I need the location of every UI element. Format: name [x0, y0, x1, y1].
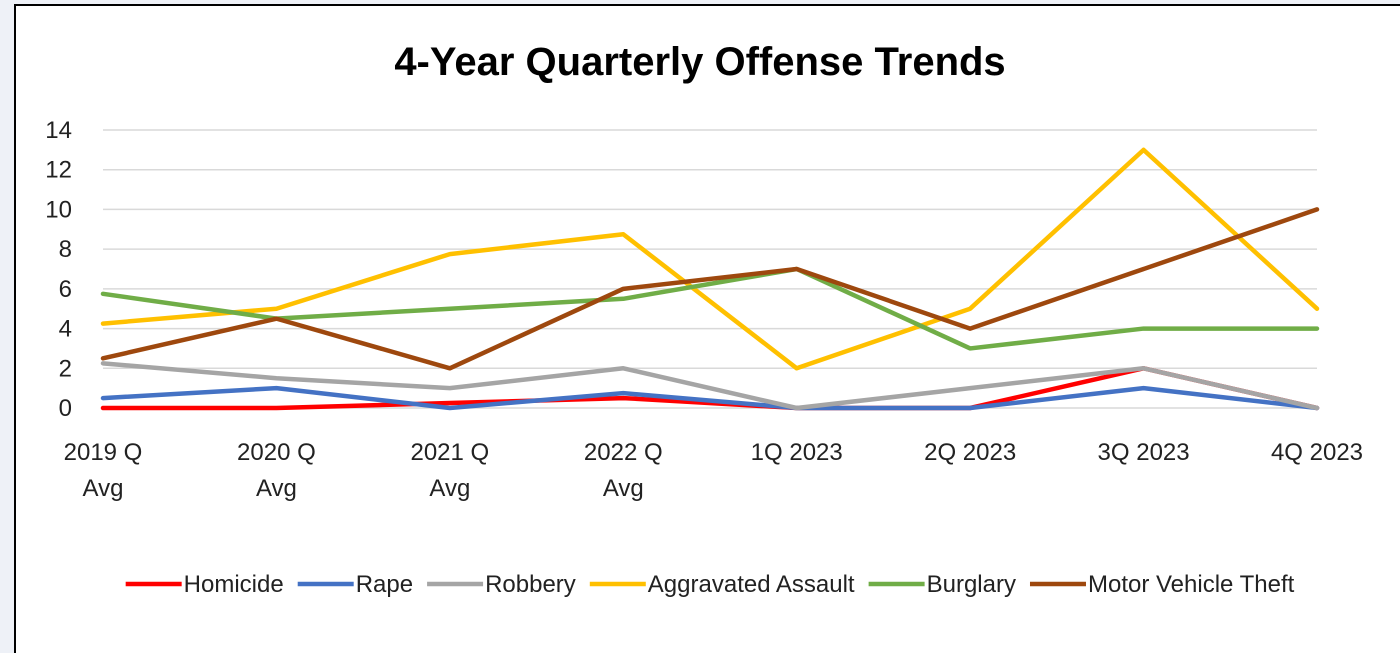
series-line-robbery	[100, 361, 1320, 411]
y-tick-label: 2	[59, 355, 72, 382]
legend-label: Rape	[356, 571, 413, 598]
x-tick-label: 2019 Q Avg	[64, 439, 143, 502]
y-tick-label: 14	[45, 117, 72, 144]
legend-label: Aggravated Assault	[648, 571, 855, 598]
chart-title: 4-Year Quarterly Offense Trends	[394, 40, 1006, 84]
x-tick-label: 2020 Q Avg	[237, 439, 316, 502]
series-line-motor-vehicle-theft	[100, 207, 1320, 371]
gridlines	[103, 129, 1317, 409]
legend-label: Burglary	[927, 571, 1016, 598]
x-tick-label: 4Q 2023	[1271, 439, 1363, 466]
series-line-aggravated-assault	[100, 147, 1320, 371]
legend-label: Homicide	[184, 571, 284, 598]
legend-label: Robbery	[485, 571, 576, 598]
series-lines	[100, 147, 1320, 411]
y-tick-label: 6	[59, 276, 72, 303]
x-tick-label: 2Q 2023	[924, 439, 1016, 466]
x-axis: 2019 Q Avg 2020 Q Avg 2021 Q Avg 2022 Q Avg 1Q 2…	[64, 439, 1363, 502]
y-tick-label: 10	[45, 196, 72, 223]
series-line-rape	[100, 385, 1320, 411]
x-tick-label: 1Q 2023	[751, 439, 843, 466]
legend: Homicide Rape Robbery Aggravated Assault Bur…	[125, 571, 1295, 598]
series-line-homicide	[100, 366, 1320, 411]
series-line-burglary	[100, 266, 1320, 351]
x-tick-label: 3Q 2023	[1098, 439, 1190, 466]
y-tick-label: 12	[45, 157, 72, 184]
x-tick-label: 2021 Q Avg	[410, 439, 489, 502]
y-tick-label: 8	[59, 236, 72, 263]
y-tick-label: 4	[59, 316, 72, 343]
y-axis: 0 2 4 6 8 10 12 14	[45, 117, 72, 422]
legend-label: Motor Vehicle Theft	[1088, 571, 1295, 598]
y-tick-label: 0	[59, 395, 72, 422]
x-tick-label: 2022 Q Avg	[584, 439, 663, 502]
